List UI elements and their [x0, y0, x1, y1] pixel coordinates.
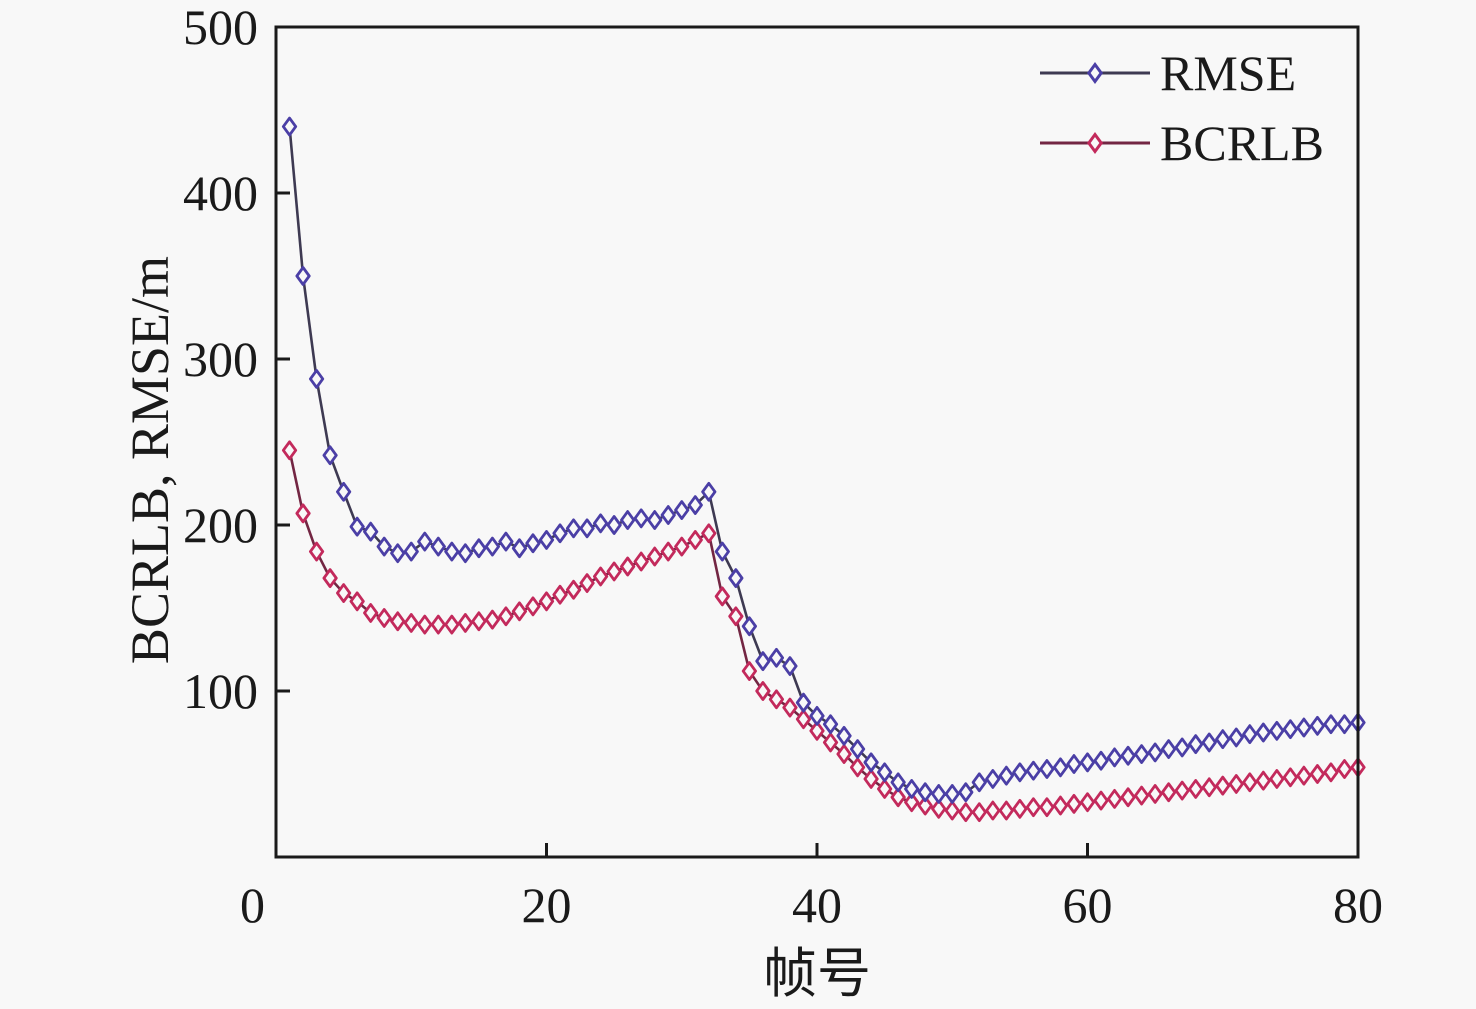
legend: RMSE BCRLB: [1040, 45, 1324, 171]
x-tick-label: 60: [1063, 877, 1113, 933]
series-markers-bcrlb: [281, 440, 1366, 823]
x-tick-label: 20: [522, 877, 572, 933]
legend-item-rmse: RMSE: [1040, 45, 1296, 101]
y-tick-label: 500: [183, 0, 258, 55]
y-tick-label: 400: [183, 165, 258, 221]
diamond-marker-icon: [1086, 131, 1104, 155]
y-tick-label: 200: [183, 497, 258, 553]
legend-label-rmse: RMSE: [1160, 45, 1296, 101]
y-tick-label: 100: [183, 663, 258, 719]
diamond-marker-icon: [1086, 61, 1104, 85]
x-axis-title: 帧号: [763, 944, 871, 1004]
legend-item-bcrlb: BCRLB: [1040, 115, 1324, 171]
x-tick-label: 80: [1333, 877, 1383, 933]
series-markers-rmse: [281, 116, 1366, 804]
x-tick-label: 40: [792, 877, 842, 933]
legend-label-bcrlb: BCRLB: [1160, 115, 1324, 171]
tick-labels: 0 20 40 60 80 100 200 300 400 500: [183, 0, 1383, 933]
series-bcrlb: [281, 440, 1366, 823]
plot-area: 0 20 40 60 80 100 200 300 400 500: [183, 0, 1383, 933]
axes-frame: [274, 25, 1360, 859]
y-tick-label: 300: [183, 331, 258, 387]
y-axis-title: BCRLB, RMSE/m: [120, 256, 180, 664]
series-rmse: [281, 116, 1366, 804]
x-tick-label: 0: [240, 877, 265, 933]
